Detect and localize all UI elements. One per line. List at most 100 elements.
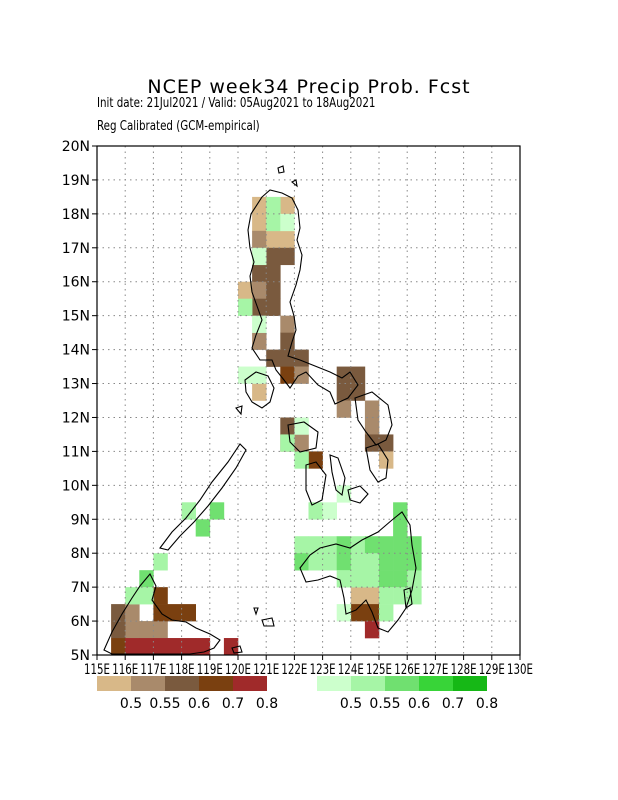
wet-cell [280, 434, 295, 452]
dry-cell [294, 349, 309, 367]
legend-dry-label: 0.5 [120, 696, 142, 712]
lat-label: 14N [62, 343, 90, 359]
dry-cell [125, 621, 140, 639]
dry-cell [280, 196, 295, 215]
coast-mindoro [244, 371, 275, 409]
lon-label: 125E [366, 662, 392, 678]
map-title: NCEP week34 Precip Prob. Fcst [147, 76, 471, 98]
coast-islet-1 [290, 179, 298, 188]
wet-cell [364, 553, 380, 571]
dry-cell [379, 451, 394, 469]
legend-wet-label: 0.6 [408, 696, 430, 712]
legend-dry-label: 0.55 [149, 696, 180, 712]
lon-label: 115E [84, 662, 110, 678]
dry-cell [364, 417, 380, 435]
lon-label: 119E [197, 662, 223, 678]
wet-cell [379, 587, 394, 605]
legend-dry-swatch [233, 676, 267, 691]
legend-wet-swatch [317, 676, 351, 691]
dry-cell [336, 366, 352, 384]
dry-cell [364, 400, 380, 418]
legend-dry: 0.5 0.55 0.6 0.7 0.8 [97, 676, 278, 712]
wet-cell [294, 553, 309, 571]
dry-cell [350, 366, 366, 384]
wet-cell [393, 570, 408, 588]
dry-cell [153, 638, 168, 656]
dry-cell [266, 247, 281, 266]
dry-cell [167, 638, 182, 656]
lon-label: 122E [281, 662, 307, 678]
dry-cell [111, 638, 126, 656]
dry-cell [181, 638, 196, 656]
legend-wet-swatch [385, 676, 419, 691]
legend-dry-swatch [97, 676, 131, 691]
lon-label: 117E [140, 662, 166, 678]
map-frame [96, 145, 521, 656]
wet-cell [336, 536, 352, 554]
dry-cell [125, 604, 140, 622]
lat-label: 16N [62, 275, 90, 291]
coast-luzon [247, 189, 359, 405]
coast-islet-4 [253, 607, 259, 616]
dry-cell [153, 587, 168, 605]
legend-dry-swatch [165, 676, 199, 691]
wet-cell [181, 502, 196, 520]
wet-cell [407, 536, 422, 554]
wet-cell [336, 553, 352, 571]
dry-cell [294, 434, 309, 452]
wet-cell [209, 502, 225, 520]
lon-label: 120E [225, 662, 251, 678]
dry-cell [266, 349, 281, 367]
dry-cell [125, 638, 140, 656]
dry-cell [238, 281, 253, 299]
lon-label: 116E [112, 662, 138, 678]
wet-cell [266, 213, 281, 232]
coast-cebu [329, 454, 346, 497]
dry-cell [280, 230, 295, 249]
dry-cell [280, 366, 295, 384]
lon-label: 127E [422, 662, 448, 678]
wet-cell [350, 536, 366, 554]
lat-label: 6N [71, 614, 90, 630]
lon-label: 126E [394, 662, 420, 678]
wet-cell [266, 196, 281, 215]
legend-wet: 0.5 0.55 0.6 0.7 0.8 [317, 676, 498, 712]
legend-dry-label: 0.8 [256, 696, 278, 712]
lon-label: 130E [507, 662, 533, 678]
wet-cell [238, 298, 253, 316]
wet-cell [252, 315, 267, 333]
wet-cell [153, 553, 168, 571]
wet-cell [379, 553, 394, 571]
legend-wet-swatch [453, 676, 487, 691]
wet-cell [407, 587, 422, 605]
wet-cell [238, 366, 253, 384]
wet-cell [294, 536, 309, 554]
lon-label: 123E [310, 662, 336, 678]
dry-cell [280, 417, 295, 435]
dotted-gridlines [97, 146, 520, 655]
dry-cell [364, 621, 380, 639]
wet-cell [393, 536, 408, 554]
dry-cell [139, 638, 154, 656]
wet-cell [336, 570, 352, 588]
lat-label: 18N [62, 207, 90, 223]
legend-wet-label: 0.8 [476, 696, 498, 712]
wet-cell [195, 519, 211, 537]
coast-islet-3 [261, 617, 275, 627]
dry-cell [252, 264, 267, 283]
lat-label: 11N [62, 444, 90, 460]
axis-ticks [92, 145, 521, 660]
wet-cell [252, 366, 267, 384]
dry-cell [266, 230, 281, 249]
wet-cell [364, 570, 380, 588]
wet-cell [379, 536, 394, 554]
wet-cell [322, 536, 337, 554]
legend-dry-label: 0.7 [222, 696, 244, 712]
lat-label: 17N [62, 241, 90, 257]
coast-negros [305, 461, 327, 506]
lat-label: 19N [62, 173, 90, 189]
wet-cell [322, 502, 337, 520]
wet-cell [393, 553, 408, 571]
dry-cell [252, 383, 267, 401]
legend-wet-swatch [351, 676, 385, 691]
